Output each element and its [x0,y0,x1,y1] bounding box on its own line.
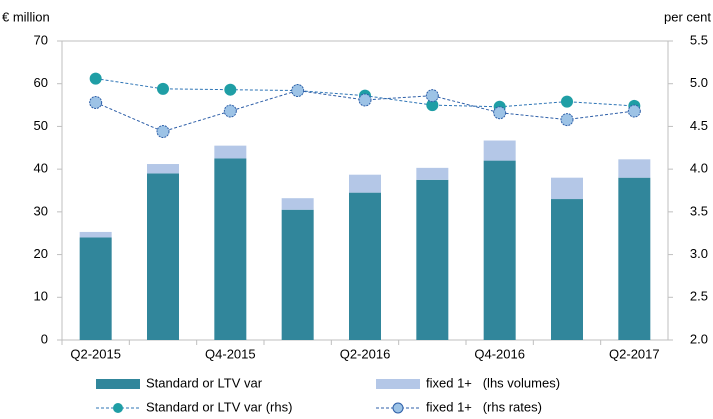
bar [147,173,179,340]
y-axis-label: € million [2,9,50,24]
marker [627,104,641,118]
y2-axis-label: per cent [664,9,711,24]
bar [618,177,651,340]
y-tick-label: 40 [34,161,48,176]
legend-label: Standard or LTV var [146,375,263,390]
legend-swatch [96,379,140,389]
marker [291,84,305,98]
x-tick-label: Q4-2016 [474,346,525,361]
marker [223,104,237,118]
bar [551,177,583,200]
marker [157,82,169,95]
x-tick-label: Q2-2015 [70,346,121,361]
y2-tick-label: 2.5 [690,289,708,304]
y2-tick-label: 4.5 [690,118,708,133]
y-tick-label: 0 [41,331,48,346]
y2-tick-label: 5.5 [690,32,708,47]
bar [483,160,516,340]
y2-tick-label: 3.5 [690,203,708,218]
y-tick-label: 10 [34,289,48,304]
bar [147,164,179,174]
bar [79,231,112,238]
bar [79,237,112,340]
marker [560,113,574,127]
marker [358,93,372,107]
bar [281,198,314,210]
marker [493,106,507,120]
x-tick-label: Q2-2017 [609,346,660,361]
y-tick-label: 60 [34,75,48,90]
bar [618,159,651,178]
marker [426,99,439,112]
y-tick-label: 70 [34,32,48,47]
legend-label: Standard or LTV var (rhs) [146,399,292,414]
bar [551,199,583,340]
legend-marker [113,403,123,413]
bar [349,192,381,340]
legend-marker [392,402,404,414]
y-tick-label: 50 [34,118,48,133]
bar [416,167,449,180]
bar [214,158,247,340]
marker [425,89,439,103]
bar [214,145,247,159]
y2-tick-label: 4.0 [690,161,708,176]
y-tick-label: 20 [34,246,48,261]
y2-tick-label: 2.0 [690,331,708,346]
marker [89,72,102,85]
x-tick-label: Q4-2015 [205,346,256,361]
y2-tick-label: 3.0 [690,246,708,261]
legend-label: fixed 1+ (lhs volumes) [426,375,560,390]
legend-label: fixed 1+ (rhs rates) [426,399,542,414]
y2-tick-label: 5.0 [690,75,708,90]
bar [483,140,516,161]
marker [89,96,103,110]
legend-swatch [376,379,420,389]
x-tick-label: Q2-2016 [340,346,391,361]
bar [281,209,314,340]
y-tick-label: 30 [34,203,48,218]
bar [349,174,381,193]
marker [156,125,170,139]
marker [561,95,573,108]
bar [416,179,449,340]
marker [224,83,237,96]
